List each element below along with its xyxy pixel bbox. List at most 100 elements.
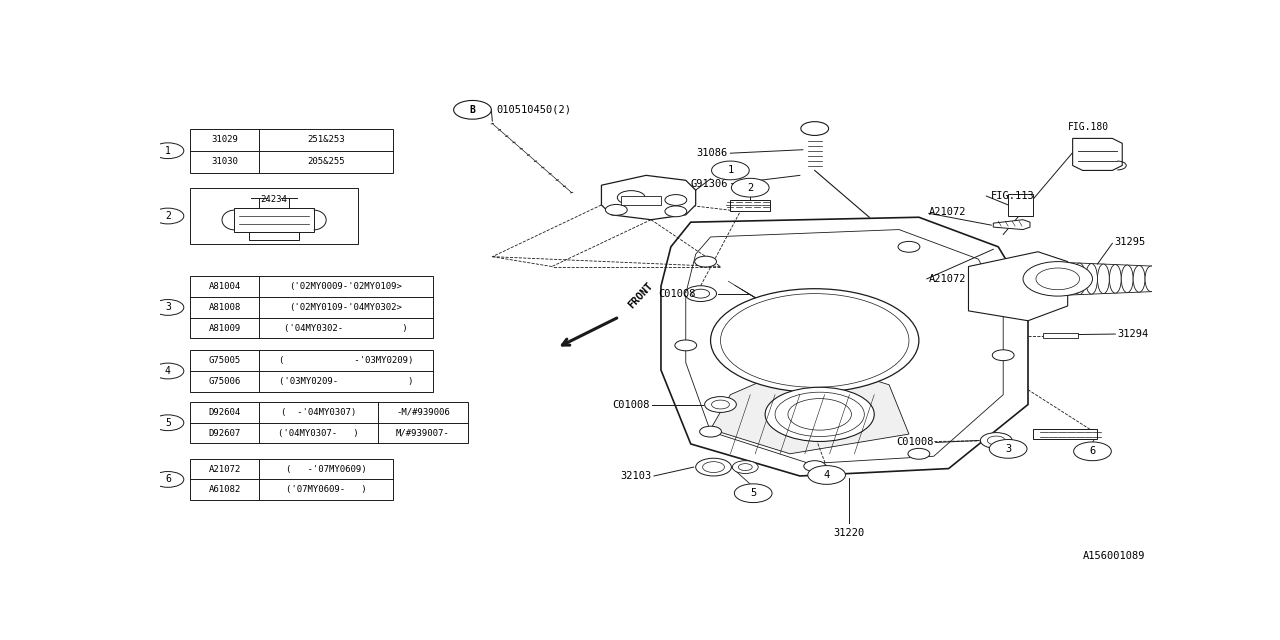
Text: A81008: A81008: [209, 303, 241, 312]
Circle shape: [710, 289, 919, 392]
Bar: [234, 207, 314, 232]
Circle shape: [735, 484, 772, 502]
Bar: [189, 459, 393, 500]
Text: ('02MY0009-'02MY0109>: ('02MY0009-'02MY0109>: [289, 282, 402, 291]
Text: G91306: G91306: [691, 179, 728, 189]
Text: 31294: 31294: [1117, 329, 1148, 339]
Text: B: B: [470, 105, 475, 115]
Text: 4: 4: [165, 366, 170, 376]
Text: 24234: 24234: [261, 195, 288, 204]
Bar: [1043, 333, 1078, 339]
Text: 1: 1: [165, 146, 170, 156]
Circle shape: [605, 204, 627, 215]
Text: -M/#939006: -M/#939006: [396, 408, 449, 417]
Circle shape: [732, 461, 758, 474]
Circle shape: [152, 472, 184, 487]
Text: A21072: A21072: [929, 207, 966, 218]
Circle shape: [152, 300, 184, 316]
Text: 2: 2: [165, 211, 170, 221]
Text: FIG.180: FIG.180: [1068, 122, 1108, 132]
Text: 6: 6: [1089, 446, 1096, 456]
Ellipse shape: [1121, 265, 1133, 292]
Text: 6: 6: [165, 474, 170, 484]
Text: (  -'04MY0307): ( -'04MY0307): [282, 408, 356, 417]
Circle shape: [1074, 442, 1111, 461]
Text: 3: 3: [165, 303, 170, 312]
Circle shape: [664, 206, 687, 217]
Circle shape: [695, 256, 717, 267]
Ellipse shape: [1133, 266, 1146, 292]
Text: 31029: 31029: [211, 135, 238, 144]
Text: 010510450(2): 010510450(2): [497, 105, 571, 115]
Circle shape: [992, 350, 1014, 361]
Text: 205&255: 205&255: [307, 157, 346, 166]
Polygon shape: [993, 220, 1030, 230]
Circle shape: [908, 449, 929, 460]
Text: 31086: 31086: [696, 148, 727, 158]
Text: M/#939007-: M/#939007-: [396, 429, 449, 438]
Text: A156001089: A156001089: [1083, 551, 1146, 561]
Circle shape: [899, 241, 920, 252]
Circle shape: [980, 433, 1012, 449]
Circle shape: [804, 461, 826, 472]
Text: 4: 4: [823, 470, 829, 480]
Circle shape: [712, 161, 749, 180]
Polygon shape: [1073, 138, 1123, 170]
Text: FIG.113: FIG.113: [991, 191, 1036, 201]
Circle shape: [685, 285, 717, 301]
Circle shape: [808, 466, 846, 484]
Bar: [731, 200, 771, 211]
Bar: [1009, 193, 1033, 216]
Text: 5: 5: [165, 418, 170, 428]
Text: (   -'07MY0609): ( -'07MY0609): [285, 465, 366, 474]
Text: G75006: G75006: [209, 377, 241, 386]
Circle shape: [700, 426, 722, 437]
Circle shape: [696, 458, 731, 476]
Text: 251&253: 251&253: [307, 135, 346, 144]
Bar: [1033, 429, 1097, 439]
Text: 2: 2: [748, 182, 754, 193]
Ellipse shape: [1097, 264, 1110, 294]
Polygon shape: [660, 217, 1028, 476]
Text: D92607: D92607: [209, 429, 241, 438]
Text: 3: 3: [1005, 444, 1011, 454]
Bar: [189, 276, 433, 339]
Text: 31220: 31220: [833, 528, 865, 538]
Circle shape: [152, 143, 184, 159]
Bar: [189, 402, 467, 444]
Circle shape: [617, 191, 645, 204]
Text: ('07MY0609-   ): ('07MY0609- ): [285, 485, 366, 494]
Text: A21072: A21072: [209, 465, 241, 474]
Text: (             -'03MY0209): ( -'03MY0209): [279, 356, 413, 365]
Text: 31030: 31030: [211, 157, 238, 166]
Circle shape: [765, 387, 874, 442]
Text: 31295: 31295: [1115, 237, 1146, 247]
Text: 32103: 32103: [621, 471, 652, 481]
Text: ('04MY0302-           ): ('04MY0302- ): [284, 324, 408, 333]
Circle shape: [664, 195, 687, 205]
Text: ('02MY0109-'04MY0302>: ('02MY0109-'04MY0302>: [289, 303, 402, 312]
Bar: [189, 350, 433, 392]
Circle shape: [704, 397, 736, 412]
Circle shape: [152, 208, 184, 224]
Polygon shape: [710, 360, 909, 454]
Text: D92604: D92604: [209, 408, 241, 417]
Ellipse shape: [1110, 264, 1121, 293]
Circle shape: [152, 363, 184, 379]
Circle shape: [453, 100, 492, 119]
Circle shape: [1023, 262, 1092, 296]
Polygon shape: [602, 175, 696, 220]
Text: C01008: C01008: [613, 399, 650, 410]
Circle shape: [152, 415, 184, 431]
Bar: [621, 196, 660, 205]
Text: C01008: C01008: [658, 289, 696, 299]
Ellipse shape: [1061, 262, 1074, 295]
Ellipse shape: [1157, 266, 1169, 291]
Bar: [189, 129, 393, 173]
Ellipse shape: [1085, 264, 1097, 294]
Text: 1: 1: [727, 165, 733, 175]
Circle shape: [731, 179, 769, 197]
Text: A81009: A81009: [209, 324, 241, 333]
Circle shape: [989, 440, 1027, 458]
Bar: [189, 188, 358, 244]
